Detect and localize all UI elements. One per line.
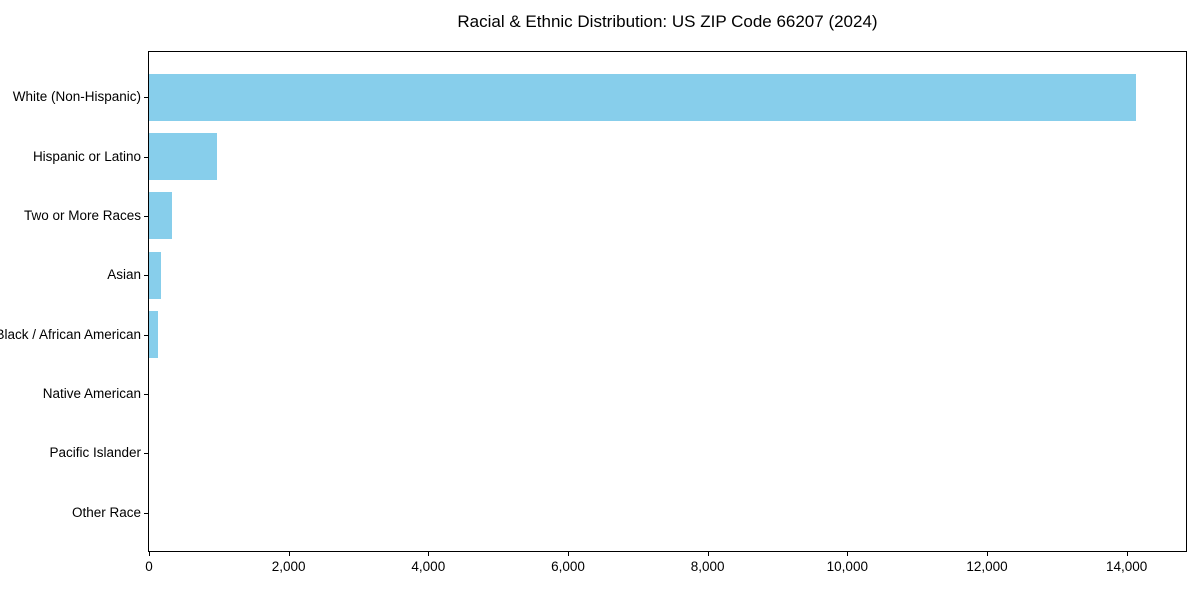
chart-title: Racial & Ethnic Distribution: US ZIP Cod… <box>457 12 878 31</box>
x-tick-label: 6,000 <box>551 559 585 574</box>
x-tick-label: 10,000 <box>826 559 868 574</box>
y-tick-mark <box>144 334 149 336</box>
y-tick-mark <box>144 394 149 395</box>
bar-4 <box>149 311 158 359</box>
x-tick-mark <box>847 551 849 556</box>
bar-0 <box>149 73 1136 121</box>
x-tick-mark <box>288 551 290 556</box>
x-tick-label: 4,000 <box>411 559 446 574</box>
y-tick-label: Asian <box>107 267 141 283</box>
bar-1 <box>149 133 218 181</box>
y-tick-label: Two or More Races <box>23 207 141 223</box>
x-tick-mark <box>428 551 430 556</box>
y-tick-mark <box>144 275 149 277</box>
x-tick-label: 0 <box>145 559 153 574</box>
y-tick-mark <box>144 156 149 158</box>
y-tick-label: White (Non-Hispanic) <box>12 89 141 105</box>
y-tick-mark <box>144 453 149 455</box>
y-tick-label: Native American <box>42 386 141 401</box>
x-tick-label: 12,000 <box>966 559 1008 574</box>
y-tick-label: Other Race <box>71 504 141 520</box>
x-tick-mark <box>567 551 569 556</box>
y-tick-mark <box>144 97 149 99</box>
x-tick-label: 2,000 <box>271 559 306 574</box>
bar-2 <box>149 192 172 240</box>
x-tick-label: 8,000 <box>690 559 725 574</box>
x-tick-mark <box>1126 551 1128 556</box>
y-tick-label: Hispanic or Latino <box>32 148 141 164</box>
y-tick-mark <box>144 512 149 514</box>
x-tick-label: 14,000 <box>1105 559 1148 574</box>
plot-area: White (Non-Hispanic) Hispanic or Latino Tw… <box>0 51 1187 574</box>
y-tick-mark <box>144 215 149 217</box>
x-tick-mark <box>707 551 709 556</box>
y-tick-label: Black / African American <box>0 326 141 342</box>
y-tick-label: Pacific Islander <box>49 445 141 461</box>
bar-3 <box>149 251 161 299</box>
x-tick-mark <box>149 551 150 556</box>
x-tick-mark <box>986 551 988 556</box>
